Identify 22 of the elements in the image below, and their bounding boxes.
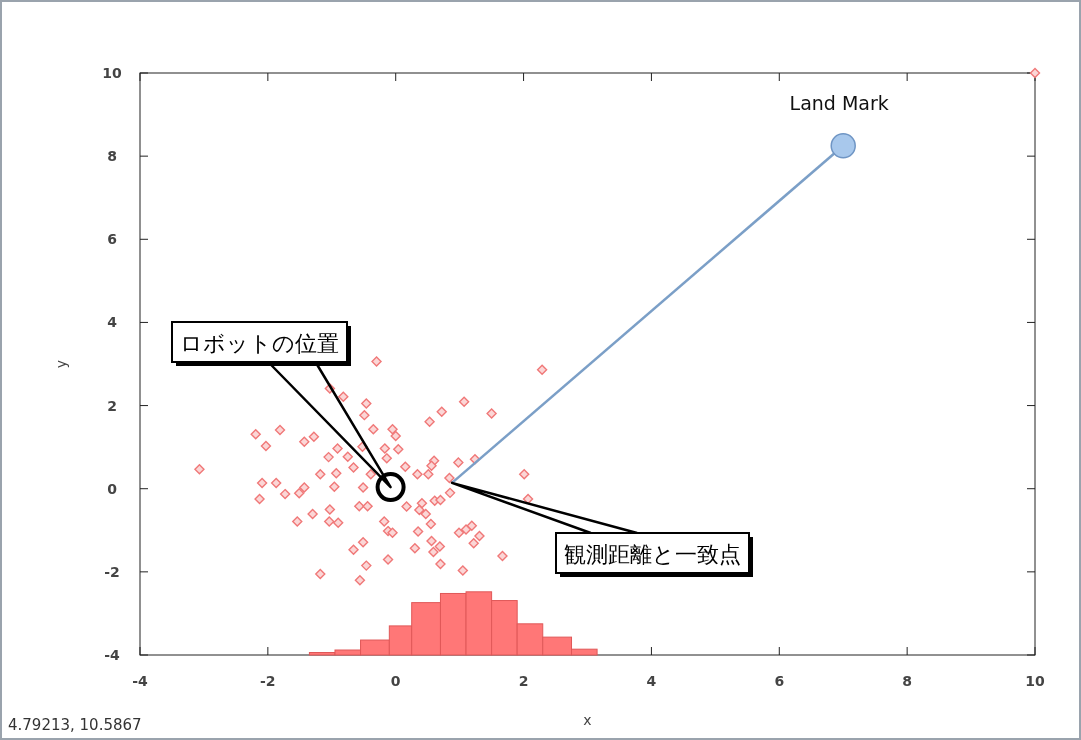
x-axis-title: x [583,712,592,728]
y-tick-label: 0 [107,480,118,497]
x-tick-label: 8 [902,673,913,689]
y-axis-title: y [53,359,69,369]
text: 4.79213, 10.5867 [8,716,142,734]
annotation: Land Mark [789,91,889,114]
y-tick-label: 2 [107,397,117,414]
y-tick-label: 8 [107,148,117,165]
x-tick-label: 6 [774,673,785,689]
x-tick-label: 10 [1025,673,1045,689]
y-tick-label: -4 [104,647,121,663]
y-tick-label: 10 [102,65,122,81]
x-tick-label: 4 [646,673,657,689]
x-tick-label: 0 [390,673,401,689]
y-tick-label: 4 [107,314,118,331]
annotation: 観測距離と一致点 [564,542,741,567]
x-tick-label: 2 [518,673,529,689]
x-tick-label: -4 [132,673,149,689]
x-tick-label: -2 [260,673,276,689]
annotation: ロボットの位置 [180,331,339,356]
y-tick-label: 6 [107,231,117,248]
y-tick-label: -2 [104,563,120,580]
